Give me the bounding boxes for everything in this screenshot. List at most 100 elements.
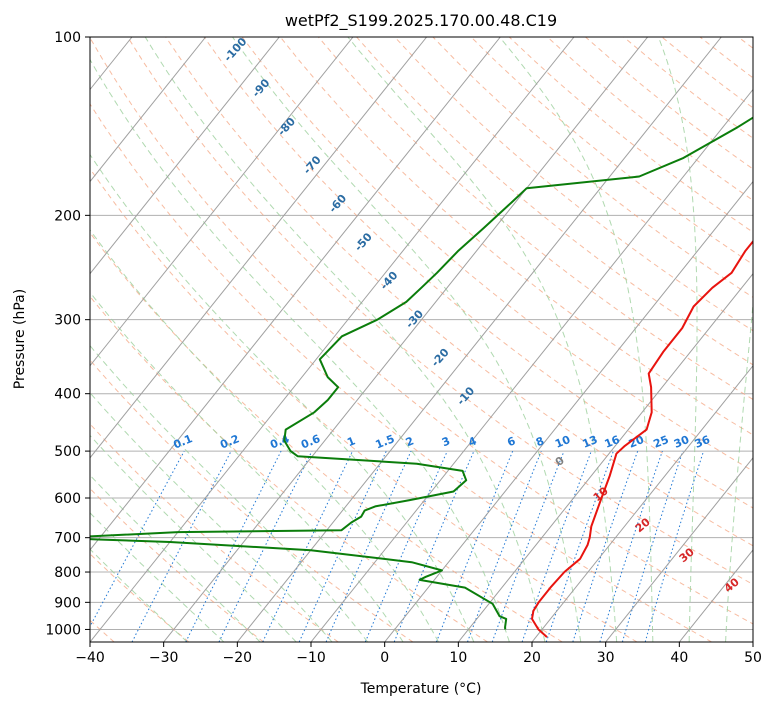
- mixing-ratio-label: 10: [553, 433, 572, 451]
- dry-adiabat: [737, 37, 753, 49]
- dry-adiabat-label: -70: [301, 153, 324, 177]
- isotherm-line: [90, 37, 207, 183]
- mixing-ratio-label: 36: [693, 433, 712, 451]
- isotherm-line: [0, 37, 58, 642]
- skewed-isotherms: [0, 37, 753, 642]
- isotherm-line: [605, 457, 753, 642]
- mixing-ratio-line: [364, 450, 448, 642]
- dry-adiabat-label: -90: [250, 76, 273, 100]
- plot-area: 0.1 0.2 0.4 0.6 1 1.5 2 3 4 6 8 10 13 16 20 25 30 36-100-…: [0, 35, 753, 642]
- mixing-ratio-label: 1: [345, 434, 357, 449]
- mixing-ratio-line: [572, 450, 639, 642]
- x-tick-label: 20: [523, 650, 541, 666]
- dry-adiabat-label: -30: [403, 307, 426, 331]
- mixing-ratio-line: [599, 450, 663, 642]
- y-tick-label: 100: [54, 30, 81, 46]
- dry-adiabat: [547, 37, 753, 201]
- moist-adiabat-label: 40: [722, 575, 742, 595]
- mixing-ratio-label: 0.1: [171, 432, 194, 451]
- dry-adiabat: [432, 37, 753, 298]
- chart-title: wetPf2_S199.2025.170.00.48.C19: [285, 11, 557, 31]
- mixing-ratio-line: [521, 450, 592, 642]
- x-tick-label: −40: [75, 650, 105, 666]
- moist-adiabat: [90, 58, 510, 642]
- dry-adiabat: [90, 103, 712, 642]
- mixing-ratio-label: 20: [627, 433, 646, 451]
- isotherm-line: [236, 37, 722, 642]
- mixing-ratio-label: 3: [440, 434, 452, 449]
- dry-adiabat: [90, 231, 563, 642]
- dewpoint-profile-line: [90, 116, 753, 630]
- x-axis-ticks: −40 −30 −20 −10 0 10 20 30 40 50: [75, 642, 762, 666]
- x-tick-label: −20: [223, 650, 253, 666]
- profile-series: [90, 116, 753, 638]
- dry-adiabat: [90, 167, 638, 642]
- mixing-ratio-line: [644, 450, 705, 642]
- dry-adiabat-label: -60: [326, 192, 349, 216]
- moist-adiabat: [347, 37, 618, 642]
- x-tick-label: 30: [597, 650, 615, 666]
- mixing-ratio-label: 25: [652, 433, 671, 451]
- mixing-ratio-line: [393, 450, 475, 642]
- x-tick-label: −10: [296, 650, 326, 666]
- y-tick-label: 600: [54, 491, 81, 507]
- isotherm-line: [90, 37, 501, 551]
- moist-adiabat: [144, 37, 546, 642]
- dry-adiabat: [318, 37, 753, 401]
- moist-adiabat: [90, 291, 404, 642]
- mixing-ratio-line: [435, 450, 514, 642]
- y-tick-label: 300: [54, 313, 81, 329]
- moist-adiabat-label: 30: [677, 545, 697, 565]
- plot-frame: [89, 36, 754, 643]
- y-tick-label: 700: [54, 531, 81, 547]
- moist-adiabat-label: 0: [553, 454, 567, 469]
- mixing-ratio-line: [325, 450, 412, 642]
- isotherm-line: [90, 37, 280, 275]
- y-tick-label: 400: [54, 387, 81, 403]
- temperature-profile-line: [531, 239, 753, 638]
- mixing-ratio-line: [90, 450, 185, 628]
- moist-adiabat: [90, 512, 225, 642]
- moist-adiabat: [499, 37, 654, 642]
- mixing-ratio-line: [621, 450, 684, 642]
- dry-adiabat-label: -40: [378, 269, 401, 293]
- isotherm-line: [531, 364, 753, 642]
- y-axis-label: Pressure (hPa): [12, 289, 28, 389]
- mixing-ratio-line: [185, 450, 282, 642]
- dry-adiabat: [127, 37, 753, 586]
- mixing-ratio-label: 13: [580, 433, 599, 451]
- dry-adiabat: [279, 37, 753, 436]
- moist-adiabat: [90, 434, 297, 642]
- dry-adiabat-label: -100: [221, 35, 249, 64]
- moist-adiabat: [90, 153, 475, 642]
- moist-adiabat: [658, 37, 698, 642]
- dry-adiabat: [90, 295, 488, 642]
- mixing-ratio-label: 4: [467, 434, 479, 449]
- moist-adiabat: [90, 474, 261, 642]
- x-tick-label: 10: [449, 650, 467, 666]
- y-tick-label: 200: [54, 208, 81, 224]
- isotherm-line: [310, 88, 753, 642]
- isotherm-line: [90, 37, 354, 367]
- mixing-ratio-lines: [90, 450, 705, 642]
- moist-adiabat: [90, 229, 439, 642]
- isotherm-line: [457, 272, 753, 642]
- isotherm-line: [90, 37, 428, 459]
- dry-adiabat: [90, 487, 264, 642]
- mixing-ratio-line: [491, 450, 565, 642]
- mixing-ratio-label: 0.2: [218, 432, 241, 451]
- x-tick-label: 50: [744, 650, 762, 666]
- moist-adiabat: [90, 548, 188, 642]
- isotherm-line: [678, 549, 753, 642]
- y-tick-label: 1000: [45, 622, 81, 638]
- mixing-ratio-line: [545, 450, 614, 642]
- x-tick-label: −30: [149, 650, 179, 666]
- mixing-ratio-label: 1.5: [373, 432, 396, 451]
- isotherm-line: [384, 180, 753, 642]
- mixing-ratio-line: [262, 450, 353, 642]
- dry-adiabat: [356, 37, 753, 366]
- y-tick-label: 900: [54, 595, 81, 611]
- dry-adiabat: [90, 37, 753, 625]
- dry-adiabat: [394, 37, 753, 332]
- dry-adiabat-label: -20: [429, 346, 452, 370]
